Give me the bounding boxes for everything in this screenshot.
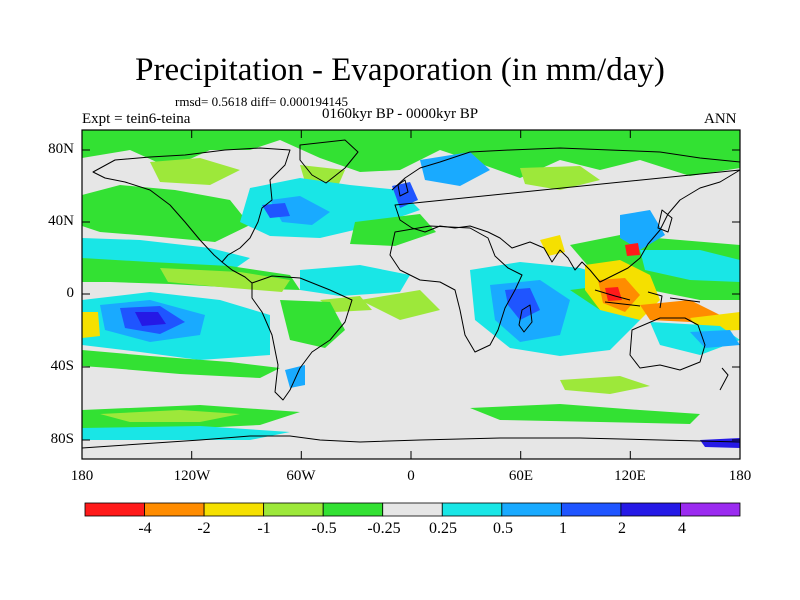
lat-ticks	[82, 149, 740, 441]
lon-label-180-left: 180	[70, 468, 94, 484]
lat-label-40N: 40N	[48, 213, 74, 229]
colorbar-swatch	[84, 502, 145, 517]
lon-label-180-right: 180	[728, 468, 752, 484]
colorbar-swatch	[441, 502, 503, 517]
field-east-asia-blue	[620, 210, 665, 250]
lon-label-60E: 60E	[508, 468, 534, 484]
lat-label-80S: 80S	[50, 431, 74, 447]
field-southern-green	[470, 404, 700, 424]
colorbar-label: -2	[197, 520, 211, 537]
map-field	[82, 130, 740, 459]
colorbar-swatch	[620, 502, 681, 517]
colorbar-label: -0.5	[311, 520, 337, 537]
field-spacific-blue-east	[690, 330, 740, 348]
field-antarctic-purple	[700, 438, 740, 448]
field-spacific-purple	[135, 312, 166, 326]
coastline-indonesia	[594, 289, 701, 309]
field-southern-lightgreen	[100, 410, 240, 422]
field-wpacific-cyan	[640, 250, 740, 282]
coastlines	[81, 139, 741, 449]
lon-label-120W: 120W	[173, 468, 211, 484]
field-samerica-blue	[285, 365, 305, 388]
colorbar-label: -1	[257, 520, 271, 537]
lon-label-60W: 60W	[286, 468, 316, 484]
coastline-central-america	[221, 261, 253, 284]
lat-label-0: 0	[66, 285, 75, 301]
colorbar-label: 0.25	[429, 520, 457, 537]
colorbar-label: 0.5	[493, 520, 513, 537]
field-npacific-green	[82, 185, 250, 242]
field-europe-blue	[420, 152, 490, 186]
field-itcz-lightgreen	[160, 268, 290, 292]
coastline-japan	[657, 209, 673, 233]
field-southern-lightgreen	[560, 376, 650, 394]
colorbar	[84, 502, 741, 517]
coastline-greenland	[299, 139, 359, 184]
lat-label-40S: 40S	[50, 358, 74, 374]
field-spacific-yellow	[82, 312, 100, 338]
coastline-madagascar	[518, 304, 533, 333]
colorbar-swatch	[680, 502, 741, 517]
coastline-africa	[389, 225, 523, 353]
lon-label-120E: 120E	[614, 468, 646, 484]
coastline-new-zealand	[719, 367, 729, 391]
colorbar-swatch	[203, 502, 265, 517]
map-title: Precipitation - Evaporation (in mm/day)	[135, 52, 665, 88]
field-tatlantic-cyan	[300, 265, 410, 296]
field-india-yellow	[540, 235, 565, 256]
field-arctic-lightgreen	[520, 166, 600, 190]
field-satlantic-green	[280, 300, 345, 348]
colorbar-swatch	[144, 502, 205, 517]
colorbar-swatch	[501, 502, 562, 517]
lat-label-80N: 80N	[48, 141, 74, 157]
rmsd-diff-stats: rmsd= 0.5618 diff= 0.000194145	[175, 94, 348, 109]
field-arctic-green	[82, 130, 740, 178]
lon-ticks	[191, 130, 631, 459]
colorbar-swatch	[382, 502, 443, 517]
coastline-uk	[397, 179, 409, 197]
field-maritime-red	[605, 287, 622, 301]
colorbar-label: 1	[559, 520, 567, 537]
field-spacific-green	[82, 350, 280, 378]
field-east-asia-red	[625, 243, 640, 256]
field-arctic-lightgreen	[150, 158, 240, 185]
colorbar-swatch	[263, 502, 324, 517]
colorbar-swatch	[322, 502, 384, 517]
field-natlantic-darkblue	[262, 203, 290, 218]
field-southern-lightgreen	[360, 290, 440, 320]
coastline-north-america	[92, 147, 291, 263]
coastline-south-america	[251, 275, 353, 401]
field-atlantic-green	[350, 214, 436, 246]
coastline-antarctica	[81, 435, 741, 449]
lon-label-0: 0	[407, 468, 415, 484]
period-label: 0160kyr BP - 0000kyr BP	[322, 106, 479, 122]
coastline-eurasia	[391, 147, 741, 283]
season-label: ANN	[704, 111, 737, 127]
colorbar-label: 4	[678, 520, 686, 537]
colorbar-swatch	[560, 502, 622, 517]
experiment-label: Expt = tein6-teina	[82, 111, 191, 127]
colorbar-label: -4	[138, 520, 152, 537]
colorbar-label: -0.25	[367, 520, 401, 537]
coastline-australia	[629, 317, 706, 371]
colorbar-label: 2	[618, 520, 626, 537]
